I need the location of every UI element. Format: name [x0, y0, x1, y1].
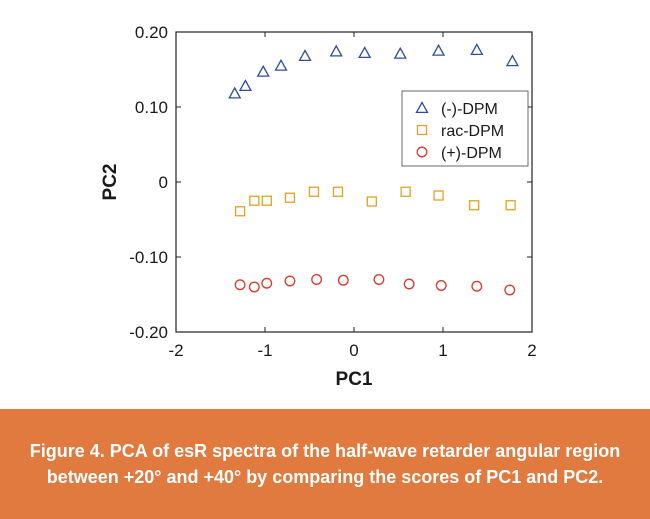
y-tick-label: -0.20 — [129, 323, 168, 342]
circle-point — [311, 274, 323, 285]
x-axis-title: PC1 — [336, 369, 373, 390]
circle-point — [435, 280, 447, 291]
pca-scatter-chart: -2 -1 0 1 2 0.20 0.10 0 -0.10 -0.20 PC1 PC2 (-)-D… — [100, 23, 537, 390]
square-point — [400, 186, 411, 197]
circle-point — [373, 274, 385, 285]
circle-point — [504, 284, 516, 296]
square-point — [234, 206, 246, 217]
circle-point — [403, 278, 415, 290]
triangle-point — [505, 54, 520, 67]
triangle-point — [329, 44, 343, 57]
x-tick-label: 1 — [438, 341, 447, 360]
triangle-point — [238, 79, 253, 92]
triangle-point — [358, 46, 372, 59]
square-point — [505, 200, 516, 211]
x-tick-label: -2 — [168, 341, 183, 360]
y-tick-label: 0.10 — [135, 98, 168, 117]
circle-point — [261, 277, 273, 289]
square-point — [366, 196, 377, 207]
circle-point — [337, 274, 349, 286]
circle-point — [284, 275, 296, 287]
triangle-point — [431, 43, 446, 56]
square-point — [332, 186, 344, 197]
triangle-point — [393, 46, 407, 59]
legend-label: (+)-DPM — [441, 145, 502, 162]
y-tick-label: -0.10 — [129, 248, 168, 267]
square-point — [433, 190, 444, 201]
x-tick-label: -1 — [257, 341, 272, 360]
legend-label: rac-DPM — [441, 123, 504, 140]
plot-area — [175, 31, 533, 333]
legend-label: (-)-DPM — [441, 101, 498, 118]
square-point — [468, 200, 480, 211]
x-tick-label: 0 — [349, 341, 358, 360]
triangle-point — [470, 43, 484, 56]
circle-point — [234, 279, 246, 291]
legend-items: (-)-DPM rac-DPM (+)-DPM — [415, 101, 504, 162]
square-point — [308, 186, 320, 197]
square-point — [249, 195, 260, 206]
x-tick-label: 2 — [527, 341, 536, 360]
triangle-point — [298, 49, 312, 62]
legend-marker-triangle — [415, 101, 429, 114]
legend-marker-square — [416, 124, 428, 136]
circle-point — [248, 281, 260, 293]
y-axis-title: PC2 — [100, 164, 121, 201]
triangle-point — [274, 58, 288, 71]
figure-caption: Figure 4. PCA of esR spectra of the half… — [0, 409, 650, 519]
y-tick-label: 0 — [159, 173, 168, 192]
legend-marker-circle — [416, 146, 428, 158]
square-point — [261, 195, 272, 206]
triangle-point — [228, 86, 242, 99]
y-tick-label: 0.20 — [135, 23, 168, 42]
legend: (-)-DPM rac-DPM (+)-DPM — [401, 90, 529, 167]
triangle-point — [256, 64, 270, 77]
square-point — [284, 192, 296, 203]
data-points — [228, 43, 520, 296]
axis-ticks: -2 -1 0 1 2 0.20 0.10 0 -0.10 -0.20 — [129, 23, 536, 360]
circle-point — [471, 280, 483, 292]
